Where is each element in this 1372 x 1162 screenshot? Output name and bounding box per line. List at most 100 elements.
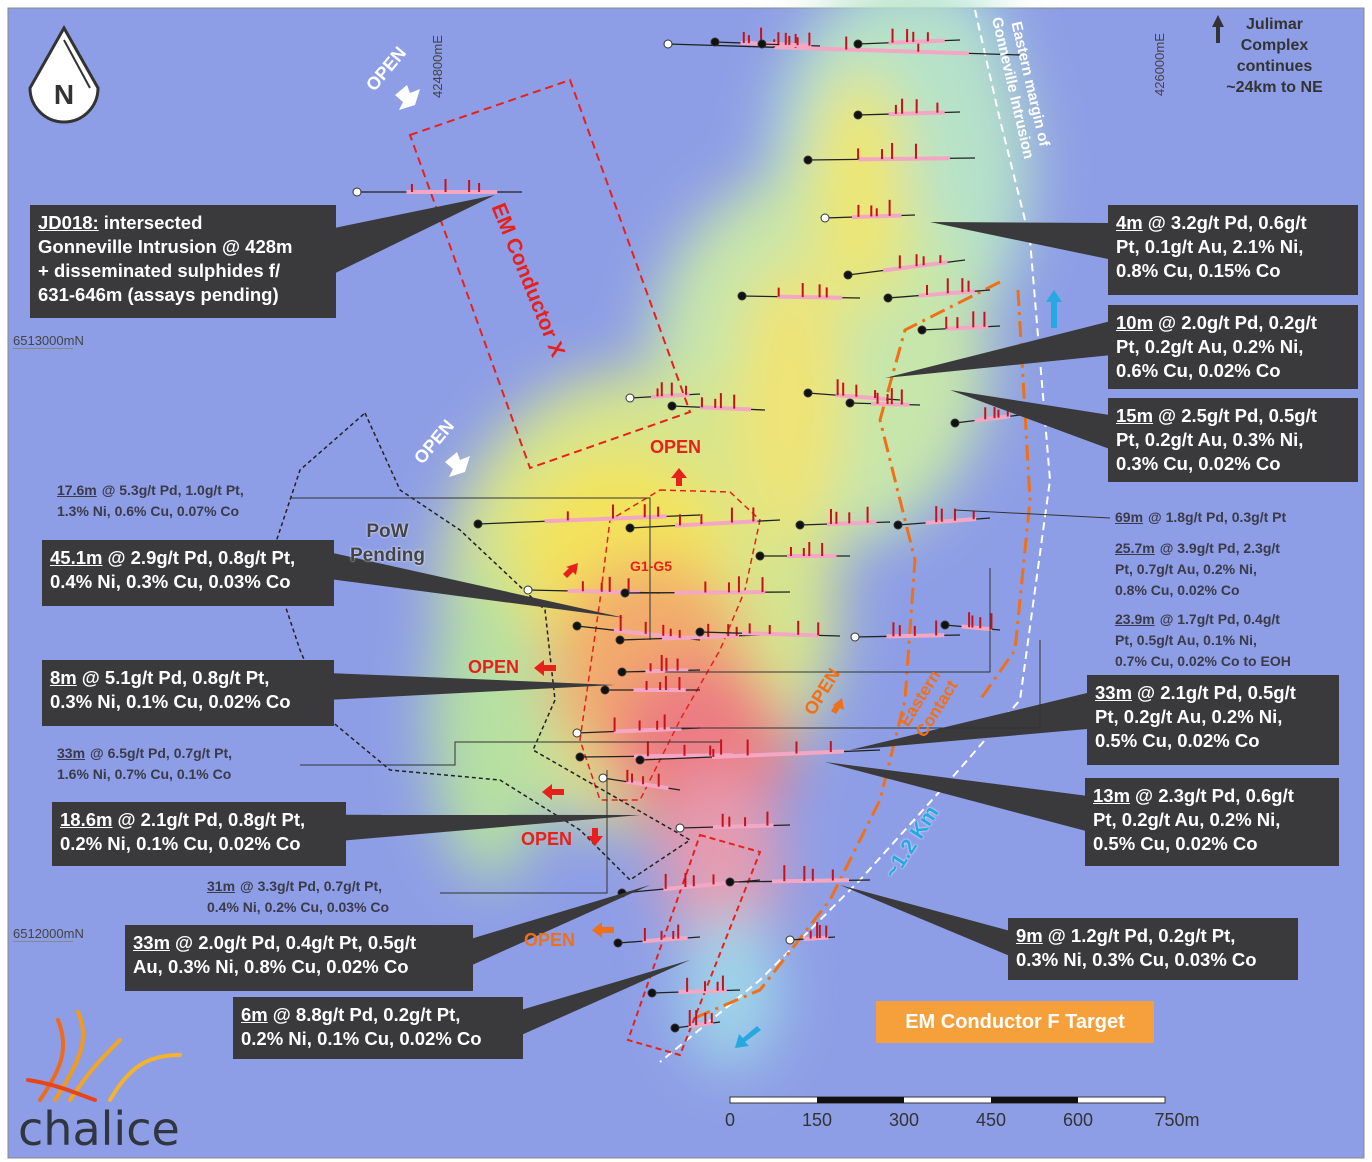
north-label: N <box>54 79 74 110</box>
collar <box>726 878 734 886</box>
callout-line: 45.1m@ 2.9g/t Pd, 0.8g/t Pt, <box>50 546 326 570</box>
callout-text: Pt, 0.5g/t Au, 0.1% Ni, <box>1115 632 1257 648</box>
callout-text: 0.2% Ni, 0.1% Cu, 0.02% Co <box>241 1028 482 1049</box>
callout-lead: 18.6m <box>60 809 112 830</box>
collar <box>576 753 584 761</box>
collar <box>664 40 672 48</box>
callout-text: Pt, 0.7g/t Au, 0.2% Ni, <box>1115 561 1257 577</box>
callout-text: @ 2.1g/t Pd, 0.8g/t Pt, <box>117 809 305 830</box>
callout-line: 0.5% Cu, 0.02% Co <box>1093 832 1331 856</box>
callout-plain: 69m@ 1.8g/t Pd, 0.3g/t Pt <box>1115 507 1286 528</box>
collar <box>756 552 764 560</box>
collar <box>711 38 719 46</box>
collar <box>696 628 704 636</box>
pow-pending-label: PoWPending <box>350 520 425 568</box>
callout-line: 1.3% Ni, 0.6% Cu, 0.07% Co <box>57 501 244 522</box>
grid-label: 6512000mN <box>13 926 73 942</box>
intercept <box>675 592 766 593</box>
callout-text: Pt, 0.2g/t Au, 0.2% Ni, <box>1093 809 1280 830</box>
collar <box>626 394 634 402</box>
callout-text: 1.3% Ni, 0.6% Cu, 0.07% Co <box>57 503 239 519</box>
collar <box>353 188 361 196</box>
collar <box>676 824 684 832</box>
callout-text: @ 2.0g/t Pd, 0.2g/t <box>1158 312 1317 333</box>
intercept <box>700 407 751 409</box>
callout-text: 0.2% Ni, 0.1% Cu, 0.02% Co <box>60 833 301 854</box>
callout-line: 0.6% Cu, 0.02% Co <box>1116 359 1350 383</box>
callout-text: @ 1.7g/t Pd, 0.4g/t <box>1160 611 1280 627</box>
collar <box>804 389 812 397</box>
callout-line: 0.3% Ni, 0.3% Cu, 0.03% Co <box>1016 948 1290 972</box>
callout-text: @ 3.2g/t Pd, 0.6g/t <box>1148 212 1307 233</box>
callout-lead: 10m <box>1116 312 1153 333</box>
callout-line: 0.2% Ni, 0.1% Cu, 0.02% Co <box>60 832 338 856</box>
callout-text: 0.4% Ni, 0.3% Cu, 0.03% Co <box>50 571 291 592</box>
collar <box>524 586 532 594</box>
callout-line: 0.4% Ni, 0.2% Cu, 0.03% Co <box>207 897 389 918</box>
callout-line: 6m@ 8.8g/t Pd, 0.2g/t Pt, <box>241 1003 515 1027</box>
callout-text: 1.6% Ni, 0.7% Cu, 0.1% Co <box>57 766 231 782</box>
collar <box>884 294 892 302</box>
callout-box: 45.1m@ 2.9g/t Pd, 0.8g/t Pt,0.4% Ni, 0.3… <box>42 540 334 606</box>
intercept <box>858 158 950 159</box>
callout-line: 33m@ 2.1g/t Pd, 0.5g/t <box>1095 681 1331 705</box>
open-label: OPEN <box>524 930 575 951</box>
callout-lead: 45.1m <box>50 547 102 568</box>
callout-text: + disseminated sulphides f/ <box>38 260 280 281</box>
callout-text: 0.5% Cu, 0.02% Co <box>1093 833 1258 854</box>
callout-text: @ 2.0g/t Pd, 0.4g/t Pt, 0.5g/t <box>175 932 416 953</box>
label-line: PoW <box>350 520 425 544</box>
collar <box>918 326 926 334</box>
callout-line: 0.5% Cu, 0.02% Co <box>1095 729 1331 753</box>
callout-line: 25.7m@ 3.9g/t Pd, 2.3g/t <box>1115 538 1280 559</box>
intercept <box>827 522 877 524</box>
collar <box>821 214 829 222</box>
callout-line: Pt, 0.2g/t Au, 0.2% Ni, <box>1093 808 1331 832</box>
callout-line: 33m@ 2.0g/t Pd, 0.4g/t Pt, 0.5g/t <box>133 931 465 955</box>
callout-text: @ 2.9g/t Pd, 0.8g/t Pt, <box>107 547 295 568</box>
callout-text: @ 2.3g/t Pd, 0.6g/t <box>1135 785 1294 806</box>
collar <box>671 1024 679 1032</box>
callout-box: 8m@ 5.1g/t Pd, 0.8g/t Pt,0.3% Ni, 0.1% C… <box>42 660 334 726</box>
callout-line: Pt, 0.2g/t Au, 0.2% Ni, <box>1095 705 1331 729</box>
callout-plain: 17.6m@ 5.3g/t Pd, 1.0g/t Pt,1.3% Ni, 0.6… <box>57 480 244 522</box>
note-line: Julimar <box>1222 14 1327 35</box>
callout-text: 0.6% Cu, 0.02% Co <box>1116 360 1281 381</box>
collar <box>474 520 482 528</box>
grid-label: 6513000mN <box>13 333 73 349</box>
logo-text: chalice <box>18 1102 180 1156</box>
callout-box: 4m@ 3.2g/t Pd, 0.6g/tPt, 0.1g/t Au, 2.1%… <box>1108 205 1358 295</box>
scale-label: 450 <box>976 1110 1006 1130</box>
g-label: G1-G5 <box>630 558 672 574</box>
callout-line: Pt, 0.2g/t Au, 0.3% Ni, <box>1116 428 1350 452</box>
callout-text: 0.4% Ni, 0.2% Cu, 0.03% Co <box>207 899 389 915</box>
collar <box>668 402 676 410</box>
callout-line: + disseminated sulphides f/ <box>38 259 328 283</box>
callout-line: Gonneville Intrusion @ 428m <box>38 235 328 259</box>
callout-lead: 69m <box>1115 509 1143 525</box>
julimar-note: JulimarComplexcontinues~24km to NE <box>1222 14 1327 98</box>
collar <box>796 521 804 529</box>
note-line: ~24km to NE <box>1222 77 1327 98</box>
callout-text: 0.7% Cu, 0.02% Co to EOH <box>1115 653 1291 669</box>
callout-line: JD018:intersected <box>38 211 328 235</box>
scale-label: 600 <box>1063 1110 1093 1130</box>
collar <box>786 936 794 944</box>
callout-box: 6m@ 8.8g/t Pd, 0.2g/t Pt,0.2% Ni, 0.1% C… <box>233 997 523 1059</box>
callout-text: @ 8.8g/t Pd, 0.2g/t Pt, <box>273 1004 461 1025</box>
callout-line: 0.2% Ni, 0.1% Cu, 0.02% Co <box>241 1027 515 1051</box>
intercept <box>614 729 682 732</box>
callout-text: Pt, 0.2g/t Au, 0.2% Ni, <box>1116 336 1303 357</box>
intercept <box>777 297 842 298</box>
callout-lead: 8m <box>50 667 77 688</box>
note-line: Complex <box>1222 35 1327 56</box>
collar <box>738 292 746 300</box>
collar <box>626 524 634 532</box>
callout-box: 18.6m@ 2.1g/t Pd, 0.8g/t Pt, 0.2% Ni, 0.1… <box>52 802 346 866</box>
callout-lead: 15m <box>1116 405 1153 426</box>
intercept <box>962 627 992 630</box>
intercept <box>804 937 829 939</box>
callout-line: 15m@ 2.5g/t Pd, 0.5g/t <box>1116 404 1350 428</box>
em-conductor-f-label: EM Conductor F Target <box>876 1001 1154 1043</box>
callout-line: 23.9m@ 1.7g/t Pd, 0.4g/t <box>1115 609 1291 630</box>
